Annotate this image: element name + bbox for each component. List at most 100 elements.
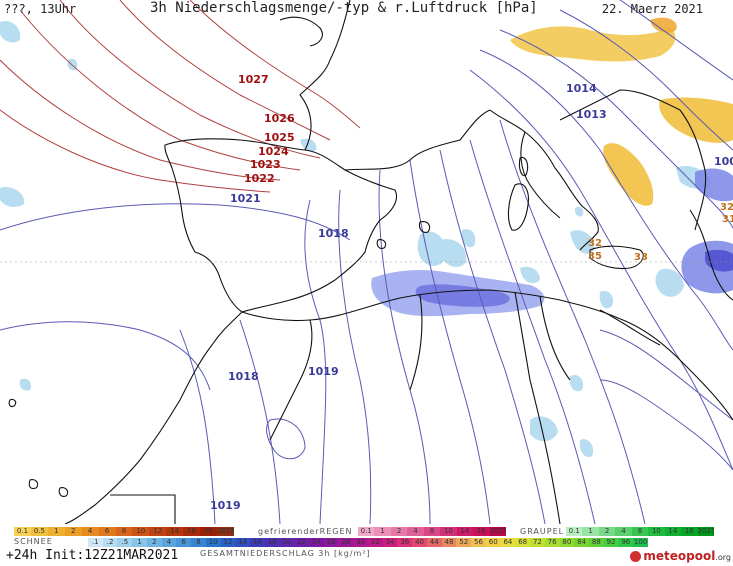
isobar-label: 1024 bbox=[258, 145, 289, 158]
snow-scale-swatch: 6 bbox=[176, 538, 192, 547]
snow-scale-swatch: .5 bbox=[117, 538, 133, 547]
snow-scale-swatch: 10 bbox=[205, 538, 221, 547]
isobar-label: 1014 bbox=[566, 82, 597, 95]
brand-suffix: .org bbox=[715, 553, 731, 562]
snow-scale-swatch: 4 bbox=[161, 538, 177, 547]
snow-scale-swatch: 92 bbox=[603, 538, 619, 547]
freezing-scale-swatch: 2 bbox=[390, 527, 408, 536]
rain-scale-swatch: 18 bbox=[200, 527, 218, 536]
isobars-red bbox=[0, 0, 361, 193]
isobar-label: 1023 bbox=[250, 158, 281, 171]
rain-scale-swatch: 1 bbox=[47, 527, 65, 536]
graupel-scale-swatch: 8 bbox=[631, 527, 649, 536]
freezing-scale-swatch: 1 bbox=[374, 527, 391, 536]
snow-scale-swatch: 72 bbox=[530, 538, 545, 547]
brand-name: meteopool bbox=[643, 549, 716, 563]
graupel-label: GRAUPEL bbox=[520, 527, 565, 536]
rain-scale-swatch: 8 bbox=[115, 527, 133, 536]
snow-scale-swatch: 36 bbox=[397, 538, 413, 547]
graupel-scale-swatch: 2025+ bbox=[697, 527, 714, 536]
snow-scale-swatch: 80 bbox=[559, 538, 575, 547]
brand-logo[interactable]: meteopool.org bbox=[630, 549, 731, 563]
snow-scale-swatch: 20 bbox=[279, 538, 295, 547]
freezing-scale-swatch: 0.1 bbox=[358, 527, 375, 536]
snow-label: SCHNEE bbox=[14, 537, 53, 546]
freezing-scale-swatch: 10 bbox=[440, 527, 457, 536]
snow-scale-swatch: 40 bbox=[412, 538, 427, 547]
isobar-label: 31 bbox=[722, 214, 733, 225]
map-title: 3h Niederschlagsmenge/-typ & r.Luftdruck… bbox=[150, 0, 538, 16]
snow-scale-swatch: 26 bbox=[323, 538, 339, 547]
rain-scale-swatch: 0.1 bbox=[14, 527, 31, 536]
snow-scale-swatch: 30 bbox=[353, 538, 368, 547]
snow-scale-swatch: 56 bbox=[471, 538, 486, 547]
snow-scale-swatch: 18 bbox=[264, 538, 280, 547]
snow-scale-swatch: 52 bbox=[456, 538, 472, 547]
snow-scale-swatch: 8 bbox=[191, 538, 206, 547]
snow-scale-swatch: 88 bbox=[588, 538, 604, 547]
coastlines bbox=[8, 0, 733, 524]
snow-scale-swatch: .1 bbox=[88, 538, 103, 547]
isobar-label: 1025 bbox=[264, 131, 295, 144]
precip-areas bbox=[0, 17, 733, 458]
snow-scale-swatch: 68 bbox=[515, 538, 531, 547]
graupel-scale-swatch: 10 bbox=[648, 527, 665, 536]
rain-scale-swatch: 4 bbox=[81, 527, 99, 536]
freezing-rain-label: gefrierenderREGEN bbox=[258, 527, 353, 536]
snow-scale-swatch: 16 bbox=[250, 538, 265, 547]
snow-scale-swatch: 24 bbox=[309, 538, 324, 547]
map-date: 22. Maerz 2021 bbox=[601, 2, 703, 16]
isobar-label: 33 bbox=[634, 252, 648, 263]
snow-scale-swatch: 22 bbox=[294, 538, 310, 547]
rain-scale-swatch: 12 bbox=[149, 527, 167, 536]
freezing-scale-swatch: 8 bbox=[423, 527, 441, 536]
forecast-time: ???, 13Uhr bbox=[4, 2, 77, 16]
snow-scale-swatch: 44 bbox=[426, 538, 442, 547]
snow-scale-swatch: 28 bbox=[338, 538, 354, 547]
rain-scale-swatch: 14 bbox=[166, 527, 184, 536]
run-info: +24h Init:12Z21MAR2021 bbox=[6, 548, 179, 563]
snow-scale-swatch: 1 bbox=[132, 538, 147, 547]
meteopool-logo-icon bbox=[630, 551, 642, 562]
rain-scale-swatch: 6 bbox=[98, 527, 116, 536]
rain-scale-swatch: 16 bbox=[183, 527, 201, 536]
snow-scale-swatch: 60 bbox=[485, 538, 501, 547]
isobars-blue bbox=[0, 0, 733, 524]
weather-map: 1027 1026 1025 1024 1023 1022 1021 1018 … bbox=[0, 0, 733, 524]
snow-scale-swatch: 12 bbox=[220, 538, 236, 547]
snow-scale-swatch: .2 bbox=[102, 538, 118, 547]
snow-scale-swatch: 100 bbox=[633, 538, 648, 547]
isobar-label: 32 bbox=[588, 238, 602, 249]
isobar-label: 1021 bbox=[230, 192, 261, 205]
snow-scale-swatch: 14 bbox=[235, 538, 251, 547]
freezing-scale-swatch: 14 bbox=[456, 527, 474, 536]
rain-scale-swatch: 0.5 bbox=[30, 527, 48, 536]
isobar-label: 1022 bbox=[244, 172, 275, 185]
snow-scale-swatch: 48 bbox=[441, 538, 457, 547]
rain-scale-swatch: 2025+ bbox=[217, 527, 234, 536]
rain-scale-swatch: 10 bbox=[132, 527, 150, 536]
isobar-label: 1018 bbox=[318, 227, 349, 240]
isobar-label: 1019 bbox=[210, 499, 241, 512]
total-precip-label: GESAMTNIEDERSCHLAG 3h [kg/m²] bbox=[200, 549, 371, 558]
isobar-label: 1018 bbox=[228, 370, 259, 383]
graupel-scale-swatch: 16 bbox=[681, 527, 698, 536]
snow-scale-swatch: 96 bbox=[618, 538, 634, 547]
freezing-scale-swatch: 4 bbox=[407, 527, 424, 536]
snow-scale-swatch: 34 bbox=[382, 538, 398, 547]
rain-scale-swatch: 2 bbox=[64, 527, 82, 536]
graupel-scale-swatch: 2 bbox=[598, 527, 616, 536]
isobar-label: 1027 bbox=[238, 73, 269, 86]
isobar-label: 1019 bbox=[308, 365, 339, 378]
freezing-scale-swatch: 2025+ bbox=[489, 527, 506, 536]
isobar-label: 100 bbox=[714, 155, 733, 168]
isobar-label: 32 bbox=[720, 202, 733, 213]
freezing-scale-swatch: 16 bbox=[473, 527, 490, 536]
isobar-labels: 1027 1026 1025 1024 1023 1022 1021 1018 … bbox=[210, 73, 733, 512]
snow-scale-swatch: 76 bbox=[544, 538, 560, 547]
graupel-scale-swatch: 14 bbox=[664, 527, 682, 536]
